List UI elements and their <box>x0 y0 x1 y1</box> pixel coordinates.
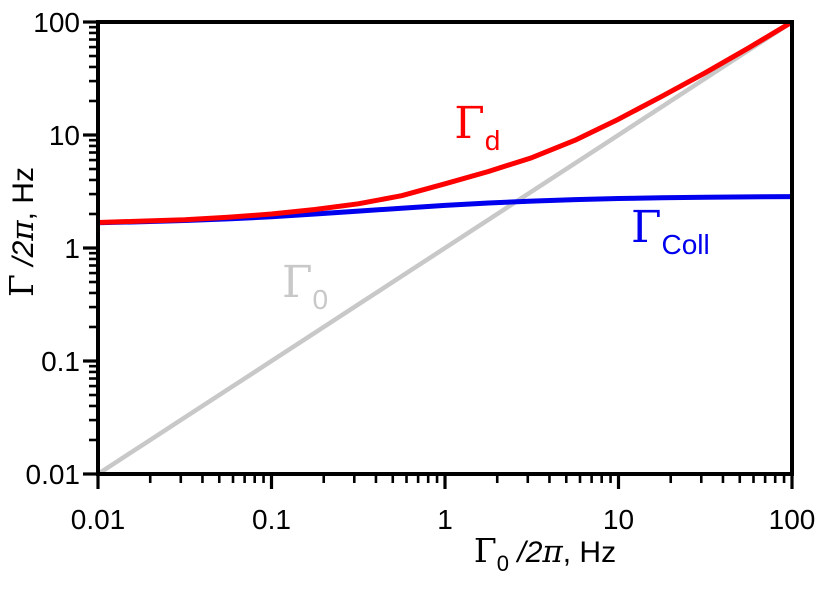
series-gamma0-line <box>96 20 794 476</box>
curve-label-gamma0: Γ0 <box>282 257 328 315</box>
x-tick-label: 0.01 <box>71 504 126 535</box>
curve-label-gammacoll: ΓColl <box>631 202 710 260</box>
y-axis-title: Γ /2π, Hz <box>2 167 41 297</box>
y-tick-label: 0.1 <box>41 346 80 377</box>
plot-frame <box>96 20 794 476</box>
y-tick-label: 10 <box>49 120 80 151</box>
x-tick-label: 1 <box>437 504 453 535</box>
x-tick-label: 100 <box>769 504 816 535</box>
x-axis-title: Γ0 /2π, Hz <box>474 531 616 576</box>
series-gammad-line <box>97 19 794 225</box>
x-tick-label: 0.1 <box>252 504 291 535</box>
curve-label-gammad: Γd <box>454 98 500 156</box>
y-tick-label: 0.01 <box>26 459 81 490</box>
y-tick-label: 1 <box>64 233 80 264</box>
x-tick-label: 10 <box>603 504 634 535</box>
y-tick-label: 100 <box>33 7 80 38</box>
series-group <box>96 19 794 476</box>
